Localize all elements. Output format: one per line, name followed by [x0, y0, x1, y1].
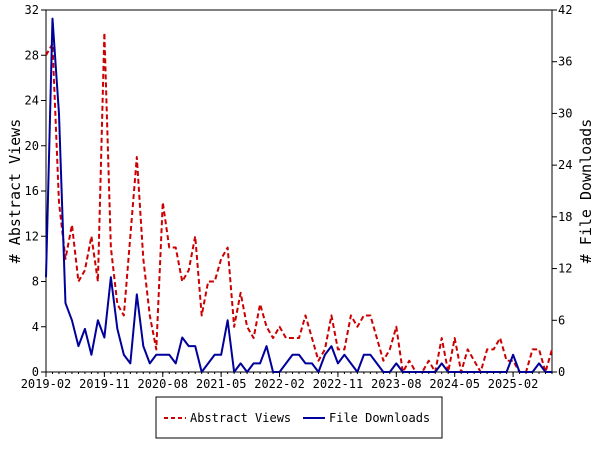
x-tick-label: 2019-11 — [79, 377, 130, 391]
series-line-abstract-views — [45, 31, 553, 373]
plot-area — [45, 9, 553, 373]
y-left-axis-title: # Abstract Views — [6, 119, 24, 264]
y-left-tick-label: 4 — [32, 320, 39, 334]
x-tick-label: 2025-02 — [488, 377, 539, 391]
y-right-tick-label: 42 — [558, 3, 572, 17]
y-right-tick-label: 0 — [558, 365, 565, 379]
y-left-tick-label: 16 — [25, 184, 39, 198]
legend-box — [155, 396, 443, 439]
y-left-tick-label: 28 — [25, 48, 39, 62]
x-tick-label: 2024-05 — [429, 377, 480, 391]
x-tick-label: 2019-02 — [21, 377, 72, 391]
y-left-tick-label: 20 — [25, 139, 39, 153]
y-left-tick-label: 8 — [32, 275, 39, 289]
y-left-tick-label: 24 — [25, 94, 39, 108]
legend: Abstract Views File Downloads — [155, 396, 443, 439]
legend-label-abstract-views: Abstract Views — [190, 411, 291, 425]
y-right-axis-title: # File Downloads — [577, 119, 595, 264]
x-tick-label: 2021-05 — [196, 377, 247, 391]
y-right-tick-label: 6 — [558, 313, 565, 327]
y-right-tick-label: 24 — [558, 158, 572, 172]
y-right-tick-label: 18 — [558, 210, 572, 224]
y-left-tick-label: 12 — [25, 229, 39, 243]
legend-label-file-downloads: File Downloads — [329, 411, 430, 425]
y-left-tick-label: 0 — [32, 365, 39, 379]
y-right-tick-label: 36 — [558, 55, 572, 69]
y-left-tick-label: 32 — [25, 3, 39, 17]
y-right-tick-label: 30 — [558, 106, 572, 120]
x-tick-label: 2022-02 — [254, 377, 305, 391]
y-right-tick-label: 12 — [558, 262, 572, 276]
x-tick-label: 2022-11 — [313, 377, 364, 391]
x-tick-label: 2023-08 — [371, 377, 422, 391]
x-tick-label: 2020-08 — [137, 377, 188, 391]
